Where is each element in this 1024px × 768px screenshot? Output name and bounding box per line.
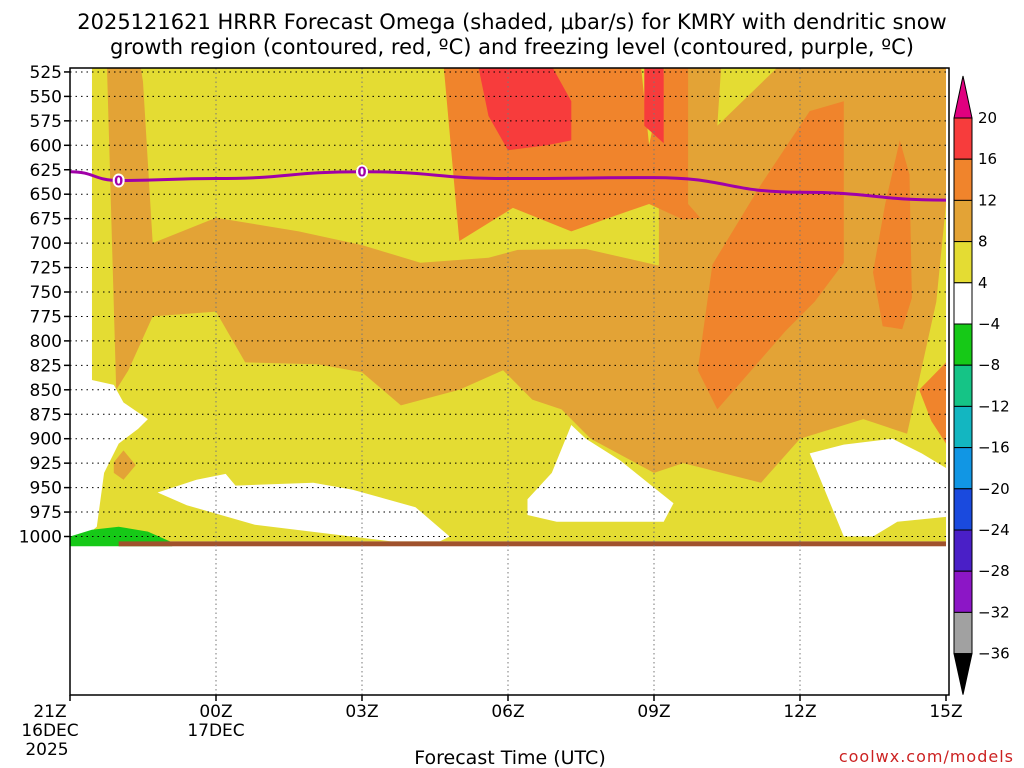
colorbar-bottom-arrow [953, 653, 973, 695]
y-tick-label-700: 700 [30, 234, 62, 254]
colorbar-label-12: −32 [978, 603, 1010, 621]
y-tick-label-1000: 1000 [19, 528, 62, 548]
x-tick-label-6: 15Z [929, 702, 962, 722]
colorbar-label-3: 8 [978, 233, 988, 251]
colorbar: 20 16 12 8 4 −4 −8 −12 −16 −20 −24 −28 −32 −36 [953, 75, 1010, 695]
y-tick-label-875: 875 [30, 405, 62, 425]
contours: 00 [70, 164, 947, 202]
colorbar-label-13: −36 [978, 645, 1010, 663]
freezing-level-label-bg-0 [112, 173, 125, 188]
y-tick-label-925: 925 [30, 454, 62, 474]
omega-region-5 [919, 362, 946, 444]
y-tick-label-975: 975 [30, 503, 62, 523]
colorbar-swatch-8 [953, 447, 973, 490]
omega-region-6 [478, 68, 572, 151]
omega-region-13 [113, 450, 136, 480]
y-tick-label-600: 600 [30, 136, 62, 156]
omega-region-9 [157, 473, 450, 542]
surface-band [118, 541, 946, 547]
colorbar-swatch-3 [953, 241, 973, 284]
freezing-level-label-bg-1 [356, 164, 368, 179]
freezing-level-line [70, 170, 947, 202]
colorbar-swatch-10 [953, 529, 973, 572]
y-tick-label-650: 650 [30, 185, 62, 205]
colorbar-swatch-1 [953, 158, 973, 201]
omega-region-8 [70, 68, 148, 542]
colorbar-label-5: −4 [978, 315, 1000, 333]
x-tick-label-0: 21Z [33, 702, 66, 722]
x-axis-label: Forecast Time (UTC) [414, 747, 605, 768]
y-tick-label-850: 850 [30, 381, 62, 401]
colorbar-top-arrow [953, 75, 973, 119]
gridlines [70, 68, 949, 695]
colorbar-label-6: −8 [978, 356, 1000, 374]
colorbar-swatch-6 [953, 364, 973, 407]
colorbar-label-11: −28 [978, 562, 1010, 580]
plot-frame [69, 67, 950, 696]
colorbar-label-8: −16 [978, 439, 1010, 457]
y-tick-label-800: 800 [30, 332, 62, 352]
colorbar-swatch-0 [953, 117, 973, 160]
omega-region-3 [697, 101, 844, 410]
omega-region-7 [644, 68, 664, 144]
chart-title-line-2: growth region (contoured, red, ºC) and f… [110, 35, 914, 59]
y-tick-label-825: 825 [30, 356, 62, 376]
x-tick-label-4: 09Z [637, 702, 670, 722]
x-tick-label-5: 12Z [783, 702, 816, 722]
freezing-level-label-1: 0 [357, 166, 366, 181]
colorbar-label-2: 12 [978, 191, 997, 209]
y-tick-label-625: 625 [30, 161, 62, 181]
y-axis: 525 550 575 600 625 650 675 700 725 750 775 800 825 8… [19, 63, 70, 548]
colorbar-label-1: 16 [978, 150, 997, 168]
y-tick-label-675: 675 [30, 210, 62, 230]
colorbar-swatch-9 [953, 488, 973, 531]
chart-title-line-1: 2025121621 HRRR Forecast Omega (shaded, … [77, 10, 947, 34]
colorbar-swatch-4 [953, 282, 973, 325]
x-tick-label-3: 06Z [491, 702, 524, 722]
colorbar-label-10: −24 [978, 521, 1010, 539]
y-tick-label-775: 775 [30, 307, 62, 327]
y-tick-label-525: 525 [30, 63, 62, 83]
colorbar-label-4: 4 [978, 274, 988, 292]
x-tick-date-1: 17DEC [187, 721, 244, 741]
colorbar-label-0: 20 [978, 109, 997, 127]
credit-text: coolwx.com/models [839, 747, 1014, 766]
y-tick-label-900: 900 [30, 430, 62, 450]
y-tick-label-550: 550 [30, 87, 62, 107]
y-tick-label-950: 950 [30, 479, 62, 499]
x-tick-label-2: 03Z [345, 702, 378, 722]
omega-region-4 [873, 140, 912, 330]
colorbar-swatch-5 [953, 323, 973, 366]
colorbar-label-7: −12 [978, 397, 1010, 415]
x-tick-year-0: 2025 [25, 740, 68, 760]
colorbar-label-9: −20 [978, 480, 1010, 498]
omega-region-10 [527, 425, 674, 522]
colorbar-swatch-12 [953, 611, 973, 655]
y-tick-label-725: 725 [30, 259, 62, 279]
freezing-level-label-0: 0 [114, 175, 123, 190]
colorbar-swatch-7 [953, 405, 973, 449]
colorbar-swatch-2 [953, 199, 973, 243]
x-tick-label-1: 00Z [199, 702, 232, 722]
y-tick-label-575: 575 [30, 112, 62, 132]
y-tick-label-750: 750 [30, 283, 62, 303]
colorbar-swatch-11 [953, 570, 973, 613]
x-tick-date-0: 16DEC [21, 721, 78, 741]
